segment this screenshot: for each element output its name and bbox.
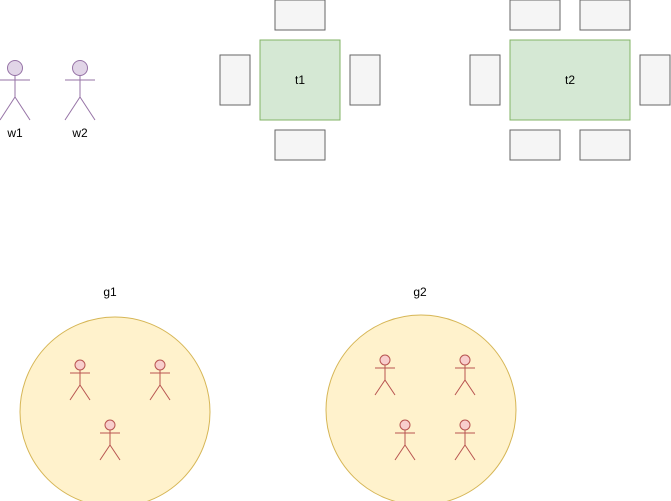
guest-figure-icon <box>149 359 171 401</box>
table-t2-group: t2 <box>469 0 671 161</box>
guest-figure-icon <box>454 419 476 461</box>
waiter-label: w2 <box>71 126 88 140</box>
chair <box>469 54 501 106</box>
waiter-w2: w2 <box>64 60 96 140</box>
chair <box>579 129 631 161</box>
table-t2 <box>509 39 631 121</box>
waiter-label: w1 <box>6 126 23 140</box>
chair <box>579 0 631 31</box>
waiter-figure-icon <box>0 60 31 121</box>
group-circle <box>19 316 211 501</box>
waiter-figure-icon <box>64 60 96 121</box>
table-label: t2 <box>565 73 575 87</box>
group-label: g1 <box>103 285 117 299</box>
guest-figure-icon <box>374 354 396 396</box>
chair <box>639 54 671 106</box>
chair <box>349 54 381 106</box>
guest-group-g1: g1 <box>19 285 211 501</box>
chair <box>509 129 561 161</box>
waiter-w1: w1 <box>0 60 31 140</box>
guest-group-g2: g2 <box>325 285 517 501</box>
guest-figure-icon <box>99 419 121 461</box>
table-t1 <box>259 39 341 121</box>
chair <box>509 0 561 31</box>
table-t1-group: t1 <box>219 0 381 161</box>
group-circle <box>325 314 517 501</box>
chair <box>274 129 326 161</box>
guest-figure-icon <box>394 419 416 461</box>
chair <box>274 0 326 31</box>
table-label: t1 <box>295 73 305 87</box>
guest-figure-icon <box>69 359 91 401</box>
guest-figure-icon <box>454 354 476 396</box>
chair <box>219 54 251 106</box>
group-label: g2 <box>413 285 427 299</box>
